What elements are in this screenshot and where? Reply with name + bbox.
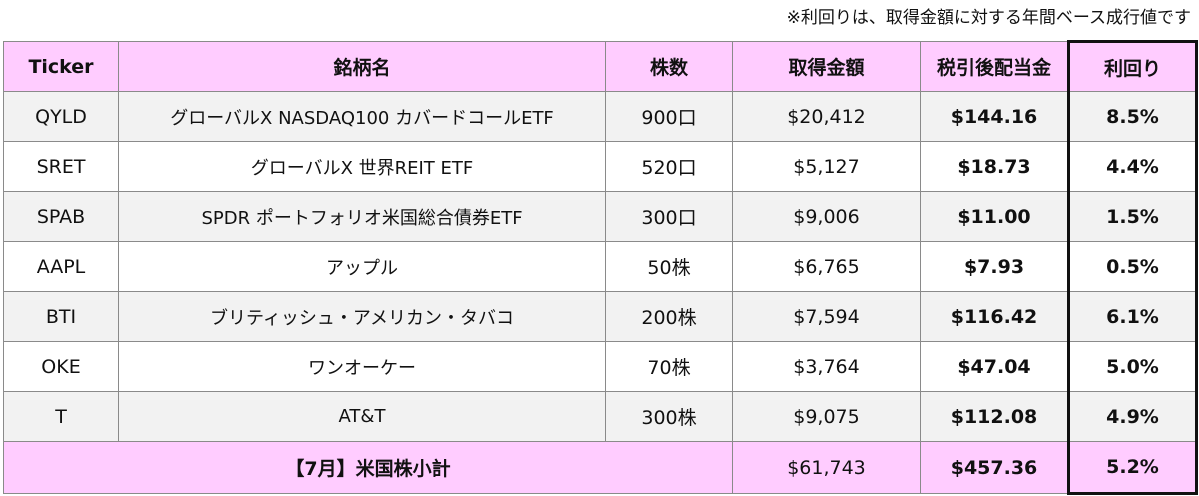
cost-cell: $20,412	[732, 91, 921, 142]
yield-cell: 0.5%	[1067, 241, 1198, 292]
name-cell: SPDR ポートフォリオ米国総合債券ETF	[118, 191, 606, 242]
dividend-table: Ticker 銘柄名 株数 取得金額 税引後配当金 利回り QYLD グローバル…	[3, 40, 1198, 495]
yield-footnote: ※利回りは、取得金額に対する年間ベース成行値です	[786, 8, 1191, 28]
name-cell: AT&T	[118, 391, 606, 442]
shares-cell: 520口	[605, 141, 733, 192]
cost-cell: $7,594	[732, 291, 921, 342]
dividend-cell: $7.93	[920, 241, 1069, 292]
cost-cell: $5,127	[732, 141, 921, 192]
cost-cell: $6,765	[732, 241, 921, 292]
name-cell: ワンオーケー	[118, 341, 606, 392]
yield-cell: 5.0%	[1067, 341, 1198, 392]
table-row: OKE ワンオーケー 70株 $3,764 $47.04 5.0%	[3, 341, 1198, 392]
ticker-cell: SRET	[3, 141, 119, 192]
yield-cell: 8.5%	[1067, 91, 1198, 142]
dividend-cell: $47.04	[920, 341, 1069, 392]
dividend-cell: $112.08	[920, 391, 1069, 442]
cost-cell: $3,764	[732, 341, 921, 392]
subtotal-dividend: $457.36	[920, 441, 1069, 494]
yield-cell: 1.5%	[1067, 191, 1198, 242]
name-cell: ブリティッシュ・アメリカン・タバコ	[118, 291, 606, 342]
yield-cell: 6.1%	[1067, 291, 1198, 342]
shares-cell: 50株	[605, 241, 733, 292]
dividend-cell: $11.00	[920, 191, 1069, 242]
yield-cell: 4.9%	[1067, 391, 1198, 442]
name-cell: グローバルX 世界REIT ETF	[118, 141, 606, 192]
table-row: T AT&T 300株 $9,075 $112.08 4.9%	[3, 391, 1198, 442]
table-row: AAPL アップル 50株 $6,765 $7.93 0.5%	[3, 241, 1198, 292]
header-name: 銘柄名	[118, 41, 606, 92]
header-row: Ticker 銘柄名 株数 取得金額 税引後配当金 利回り	[3, 40, 1198, 92]
table-row: QYLD グローバルX NASDAQ100 カバードコールETF 900口 $2…	[3, 91, 1198, 142]
subtotal-label: 【7月】米国株小計	[3, 441, 733, 494]
header-dividend: 税引後配当金	[920, 41, 1069, 92]
table-row: SRET グローバルX 世界REIT ETF 520口 $5,127 $18.7…	[3, 141, 1198, 192]
header-cost: 取得金額	[732, 41, 921, 92]
header-shares: 株数	[605, 41, 733, 92]
ticker-cell: OKE	[3, 341, 119, 392]
dividend-cell: $18.73	[920, 141, 1069, 192]
header-ticker: Ticker	[3, 41, 119, 92]
yield-cell: 4.4%	[1067, 141, 1198, 192]
ticker-cell: AAPL	[3, 241, 119, 292]
ticker-cell: T	[3, 391, 119, 442]
table-row: BTI ブリティッシュ・アメリカン・タバコ 200株 $7,594 $116.4…	[3, 291, 1198, 342]
header-yield: 利回り	[1067, 40, 1198, 92]
shares-cell: 900口	[605, 91, 733, 142]
name-cell: グローバルX NASDAQ100 カバードコールETF	[118, 91, 606, 142]
subtotal-cost: $61,743	[732, 441, 921, 494]
cost-cell: $9,075	[732, 391, 921, 442]
table-row: SPAB SPDR ポートフォリオ米国総合債券ETF 300口 $9,006 $…	[3, 191, 1198, 242]
subtotal-row: 【7月】米国株小計 $61,743 $457.36 5.2%	[3, 441, 1198, 495]
shares-cell: 200株	[605, 291, 733, 342]
dividend-cell: $144.16	[920, 91, 1069, 142]
ticker-cell: BTI	[3, 291, 119, 342]
shares-cell: 70株	[605, 341, 733, 392]
ticker-cell: SPAB	[3, 191, 119, 242]
subtotal-yield: 5.2%	[1067, 441, 1198, 495]
shares-cell: 300株	[605, 391, 733, 442]
ticker-cell: QYLD	[3, 91, 119, 142]
name-cell: アップル	[118, 241, 606, 292]
cost-cell: $9,006	[732, 191, 921, 242]
shares-cell: 300口	[605, 191, 733, 242]
dividend-cell: $116.42	[920, 291, 1069, 342]
